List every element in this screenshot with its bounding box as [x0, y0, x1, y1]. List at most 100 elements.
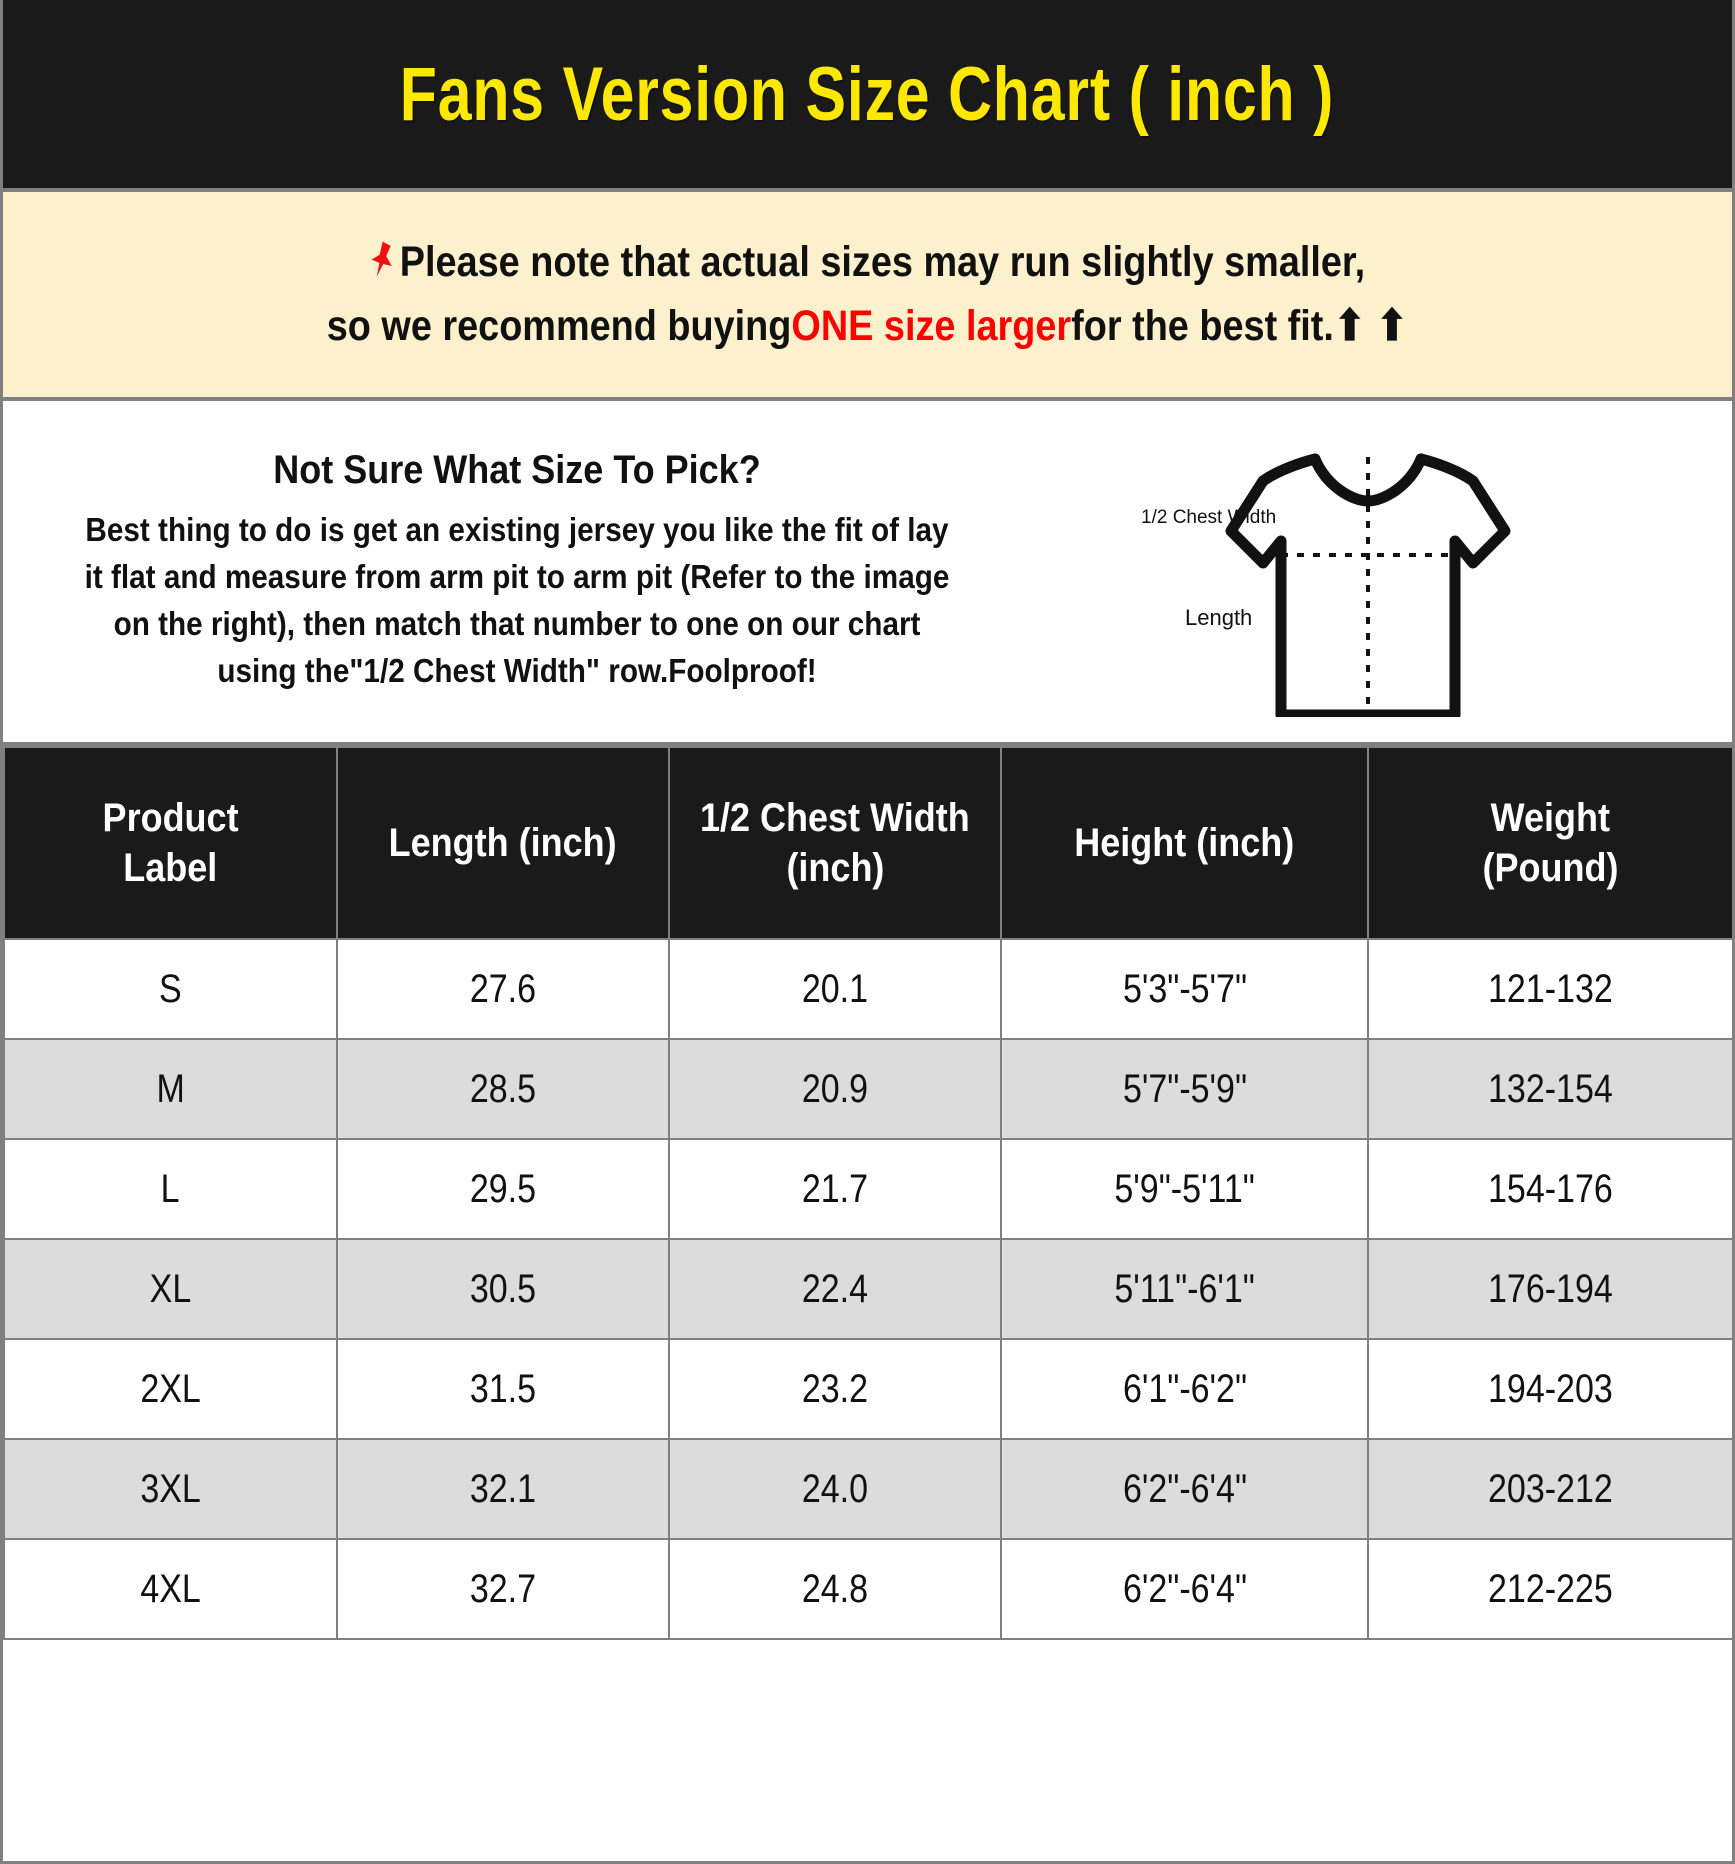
cell-height: 6'1"-6'2"	[1000, 1338, 1369, 1440]
cell-height: 6'2"-6'4"	[1000, 1538, 1369, 1640]
cell-height: 6'2"-6'4"	[1000, 1438, 1369, 1540]
cell-size: S	[3, 938, 338, 1040]
cell-text: 121-132	[1488, 966, 1613, 1011]
column-header-weight: Weight (Pound)	[1367, 746, 1734, 940]
header-line-1: Product	[102, 796, 239, 840]
cell-text: 21.7	[801, 1166, 869, 1211]
info-text-column: Not Sure What Size To Pick? Best thing t…	[13, 448, 1013, 694]
cell-size: 4XL	[3, 1538, 338, 1640]
title-band: Fans Version Size Chart ( inch )	[3, 0, 1732, 192]
header-line-1: Length (inch)	[389, 821, 617, 865]
cell-half-chest: 22.4	[668, 1238, 1002, 1340]
cell-length: 32.1	[336, 1438, 670, 1540]
cell-weight: 154-176	[1367, 1138, 1734, 1240]
notice-line-2: so we recommend buying ONE size larger f…	[327, 301, 1408, 351]
notice-band: Please note that actual sizes may run sl…	[3, 192, 1732, 401]
cell-height: 5'9"-5'11"	[1000, 1138, 1369, 1240]
column-header-height: Height (inch)	[1000, 746, 1369, 940]
chest-width-label: 1/2 Chest Width	[1141, 506, 1277, 528]
cell-weight: 121-132	[1367, 938, 1734, 1040]
cell-weight: 203-212	[1367, 1438, 1734, 1540]
arrow-up-icon: ⬆ ⬆	[1334, 302, 1409, 350]
header-line-1: Weight	[1490, 796, 1611, 840]
cell-text: 176-194	[1488, 1266, 1613, 1311]
cell-text: 20.1	[801, 966, 869, 1011]
cell-text: 23.2	[801, 1366, 869, 1411]
cell-text: 203-212	[1488, 1466, 1613, 1511]
notice-line-1: Please note that actual sizes may run sl…	[370, 238, 1365, 287]
cell-text: 5'7"-5'9"	[1122, 1066, 1247, 1111]
column-header-product-label: Product Label	[3, 746, 338, 940]
info-body: Best thing to do is get an existing jers…	[84, 511, 950, 689]
notice-text-2-prefix: so we recommend buying	[326, 301, 792, 350]
cell-height: 5'11"-6'1"	[1000, 1238, 1369, 1340]
table-body: S 27.6 20.1 5'3"-5'7" 121-132 M 28.5 20.…	[3, 938, 1734, 1640]
cell-height: 5'7"-5'9"	[1000, 1038, 1369, 1140]
cell-text: 132-154	[1488, 1066, 1613, 1111]
header-line-2: (Pound)	[1482, 846, 1619, 890]
header-line-1: Height (inch)	[1074, 821, 1295, 865]
table-header: Product Label Length (inch) 1/2 Chest Wi…	[3, 746, 1734, 940]
cell-length: 31.5	[336, 1338, 670, 1440]
table-row: 4XL 32.7 24.8 6'2"-6'4" 212-225	[3, 1538, 1734, 1640]
header-line-2: (inch)	[786, 846, 884, 890]
tshirt-icon	[1225, 453, 1510, 717]
column-header-length: Length (inch)	[336, 746, 670, 940]
cell-text: 3XL	[140, 1466, 201, 1511]
column-header-half-chest-width: 1/2 Chest Width (inch)	[668, 746, 1002, 940]
cell-length: 29.5	[336, 1138, 670, 1240]
pushpin-icon	[366, 236, 401, 289]
notice-text-1: Please note that actual sizes may run sl…	[399, 238, 1366, 286]
cell-text: 24.0	[801, 1466, 869, 1511]
cell-text: 32.1	[469, 1466, 537, 1511]
cell-text: M	[156, 1066, 185, 1111]
cell-half-chest: 23.2	[668, 1338, 1002, 1440]
cell-size: 3XL	[3, 1438, 338, 1540]
cell-text: 31.5	[469, 1366, 537, 1411]
cell-half-chest: 20.1	[668, 938, 1002, 1040]
cell-text: 27.6	[469, 966, 537, 1011]
table-row: XL 30.5 22.4 5'11"-6'1" 176-194	[3, 1238, 1734, 1340]
cell-text: 154-176	[1488, 1166, 1613, 1211]
tshirt-illustration: 1/2 Chest Width Length	[1013, 427, 1722, 717]
cell-length: 30.5	[336, 1238, 670, 1340]
table-row: L 29.5 21.7 5'9"-5'11" 154-176	[3, 1138, 1734, 1240]
cell-height: 5'3"-5'7"	[1000, 938, 1369, 1040]
cell-text: 24.8	[801, 1566, 869, 1611]
cell-half-chest: 20.9	[668, 1038, 1002, 1140]
table-row: M 28.5 20.9 5'7"-5'9" 132-154	[3, 1038, 1734, 1140]
header-line-1: 1/2 Chest Width	[700, 796, 970, 840]
info-band: Not Sure What Size To Pick? Best thing t…	[3, 401, 1732, 746]
header-line-2: Label	[123, 846, 218, 890]
cell-text: S	[159, 966, 182, 1011]
table-header-row: Product Label Length (inch) 1/2 Chest Wi…	[3, 746, 1734, 940]
cell-half-chest: 24.0	[668, 1438, 1002, 1540]
cell-length: 32.7	[336, 1538, 670, 1640]
cell-text: 2XL	[140, 1366, 201, 1411]
table-row: 2XL 31.5 23.2 6'1"-6'2" 194-203	[3, 1338, 1734, 1440]
cell-length: 28.5	[336, 1038, 670, 1140]
length-label: Length	[1185, 604, 1253, 630]
cell-size: 2XL	[3, 1338, 338, 1440]
info-heading: Not Sure What Size To Pick?	[273, 448, 761, 493]
cell-text: 5'11"-6'1"	[1114, 1266, 1255, 1311]
cell-text: XL	[149, 1266, 192, 1311]
notice-highlight: ONE size larger	[791, 301, 1072, 350]
cell-half-chest: 24.8	[668, 1538, 1002, 1640]
cell-size: L	[3, 1138, 338, 1240]
cell-text: 29.5	[469, 1166, 537, 1211]
cell-text: 5'9"-5'11"	[1114, 1166, 1255, 1211]
cell-text: 28.5	[469, 1066, 537, 1111]
cell-weight: 194-203	[1367, 1338, 1734, 1440]
page-title: Fans Version Size Chart ( inch )	[400, 51, 1335, 137]
size-chart-table: Product Label Length (inch) 1/2 Chest Wi…	[3, 746, 1734, 1640]
cell-text: 212-225	[1488, 1566, 1613, 1611]
table-row: S 27.6 20.1 5'3"-5'7" 121-132	[3, 938, 1734, 1040]
cell-weight: 176-194	[1367, 1238, 1734, 1340]
cell-size: M	[3, 1038, 338, 1140]
cell-text: L	[161, 1166, 180, 1211]
cell-text: 22.4	[801, 1266, 869, 1311]
cell-text: 6'2"-6'4"	[1122, 1566, 1247, 1611]
notice-text-2-suffix: for the best fit.	[1071, 301, 1335, 350]
cell-text: 4XL	[140, 1566, 201, 1611]
